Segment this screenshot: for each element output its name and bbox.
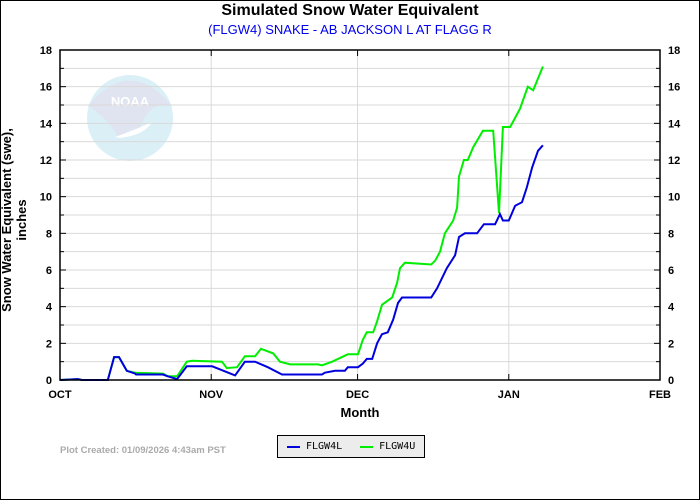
legend-label-flgw4u: FLGW4U bbox=[379, 441, 416, 452]
y-tick-label-left: 18 bbox=[40, 45, 52, 57]
y-tick-label-left: 4 bbox=[46, 302, 53, 314]
series-line-flgw4l bbox=[59, 144, 544, 381]
plot-border bbox=[59, 49, 661, 381]
y-tick-label-left: 12 bbox=[40, 155, 52, 167]
x-tick-label: OCT bbox=[48, 389, 72, 401]
y-tick-label-right: 4 bbox=[668, 302, 675, 314]
svg-text:NOAA: NOAA bbox=[111, 94, 150, 109]
y-tick-label-left: 16 bbox=[40, 82, 52, 94]
x-tick-label: NOV bbox=[199, 389, 224, 401]
y-tick-label-right: 8 bbox=[668, 228, 674, 240]
x-tick-label: DEC bbox=[346, 389, 369, 401]
y-tick-label-left: 10 bbox=[40, 192, 52, 204]
y-tick-label-right: 12 bbox=[668, 155, 680, 167]
y-tick-label-right: 0 bbox=[668, 375, 674, 387]
y-tick-label-right: 14 bbox=[668, 118, 681, 130]
y-tick-label-right: 6 bbox=[668, 265, 674, 277]
legend: FLGW4L FLGW4U bbox=[277, 435, 425, 458]
y-tick-label-right: 2 bbox=[668, 338, 674, 350]
plot-created-footer: Plot Created: 01/09/2026 4:43am PST bbox=[60, 445, 226, 456]
x-tick-label: FEB bbox=[649, 389, 671, 401]
chart-title: Simulated Snow Water Equivalent bbox=[221, 2, 479, 19]
y-tick-label-left: 8 bbox=[46, 228, 52, 240]
legend-swatch-flgw4l bbox=[287, 445, 300, 448]
y-tick-label-left: 0 bbox=[46, 375, 52, 387]
noaa-logo: NOAA bbox=[87, 75, 173, 161]
y-tick-label-right: 18 bbox=[668, 45, 680, 57]
chart-subtitle: (FLGW4) SNAKE - AB JACKSON L AT FLAGG R bbox=[208, 22, 492, 37]
legend-label-flgw4l: FLGW4L bbox=[306, 441, 343, 452]
y-tick-label-right: 10 bbox=[668, 192, 680, 204]
x-axis-label: Month bbox=[340, 405, 380, 420]
legend-swatch-flgw4u bbox=[360, 445, 374, 448]
y-tick-label-left: 2 bbox=[46, 338, 52, 350]
y-tick-label-right: 16 bbox=[668, 82, 680, 94]
y-tick-label-left: 6 bbox=[46, 265, 52, 277]
x-tick-label: JAN bbox=[498, 389, 520, 401]
y-tick-label-left: 14 bbox=[40, 118, 53, 130]
